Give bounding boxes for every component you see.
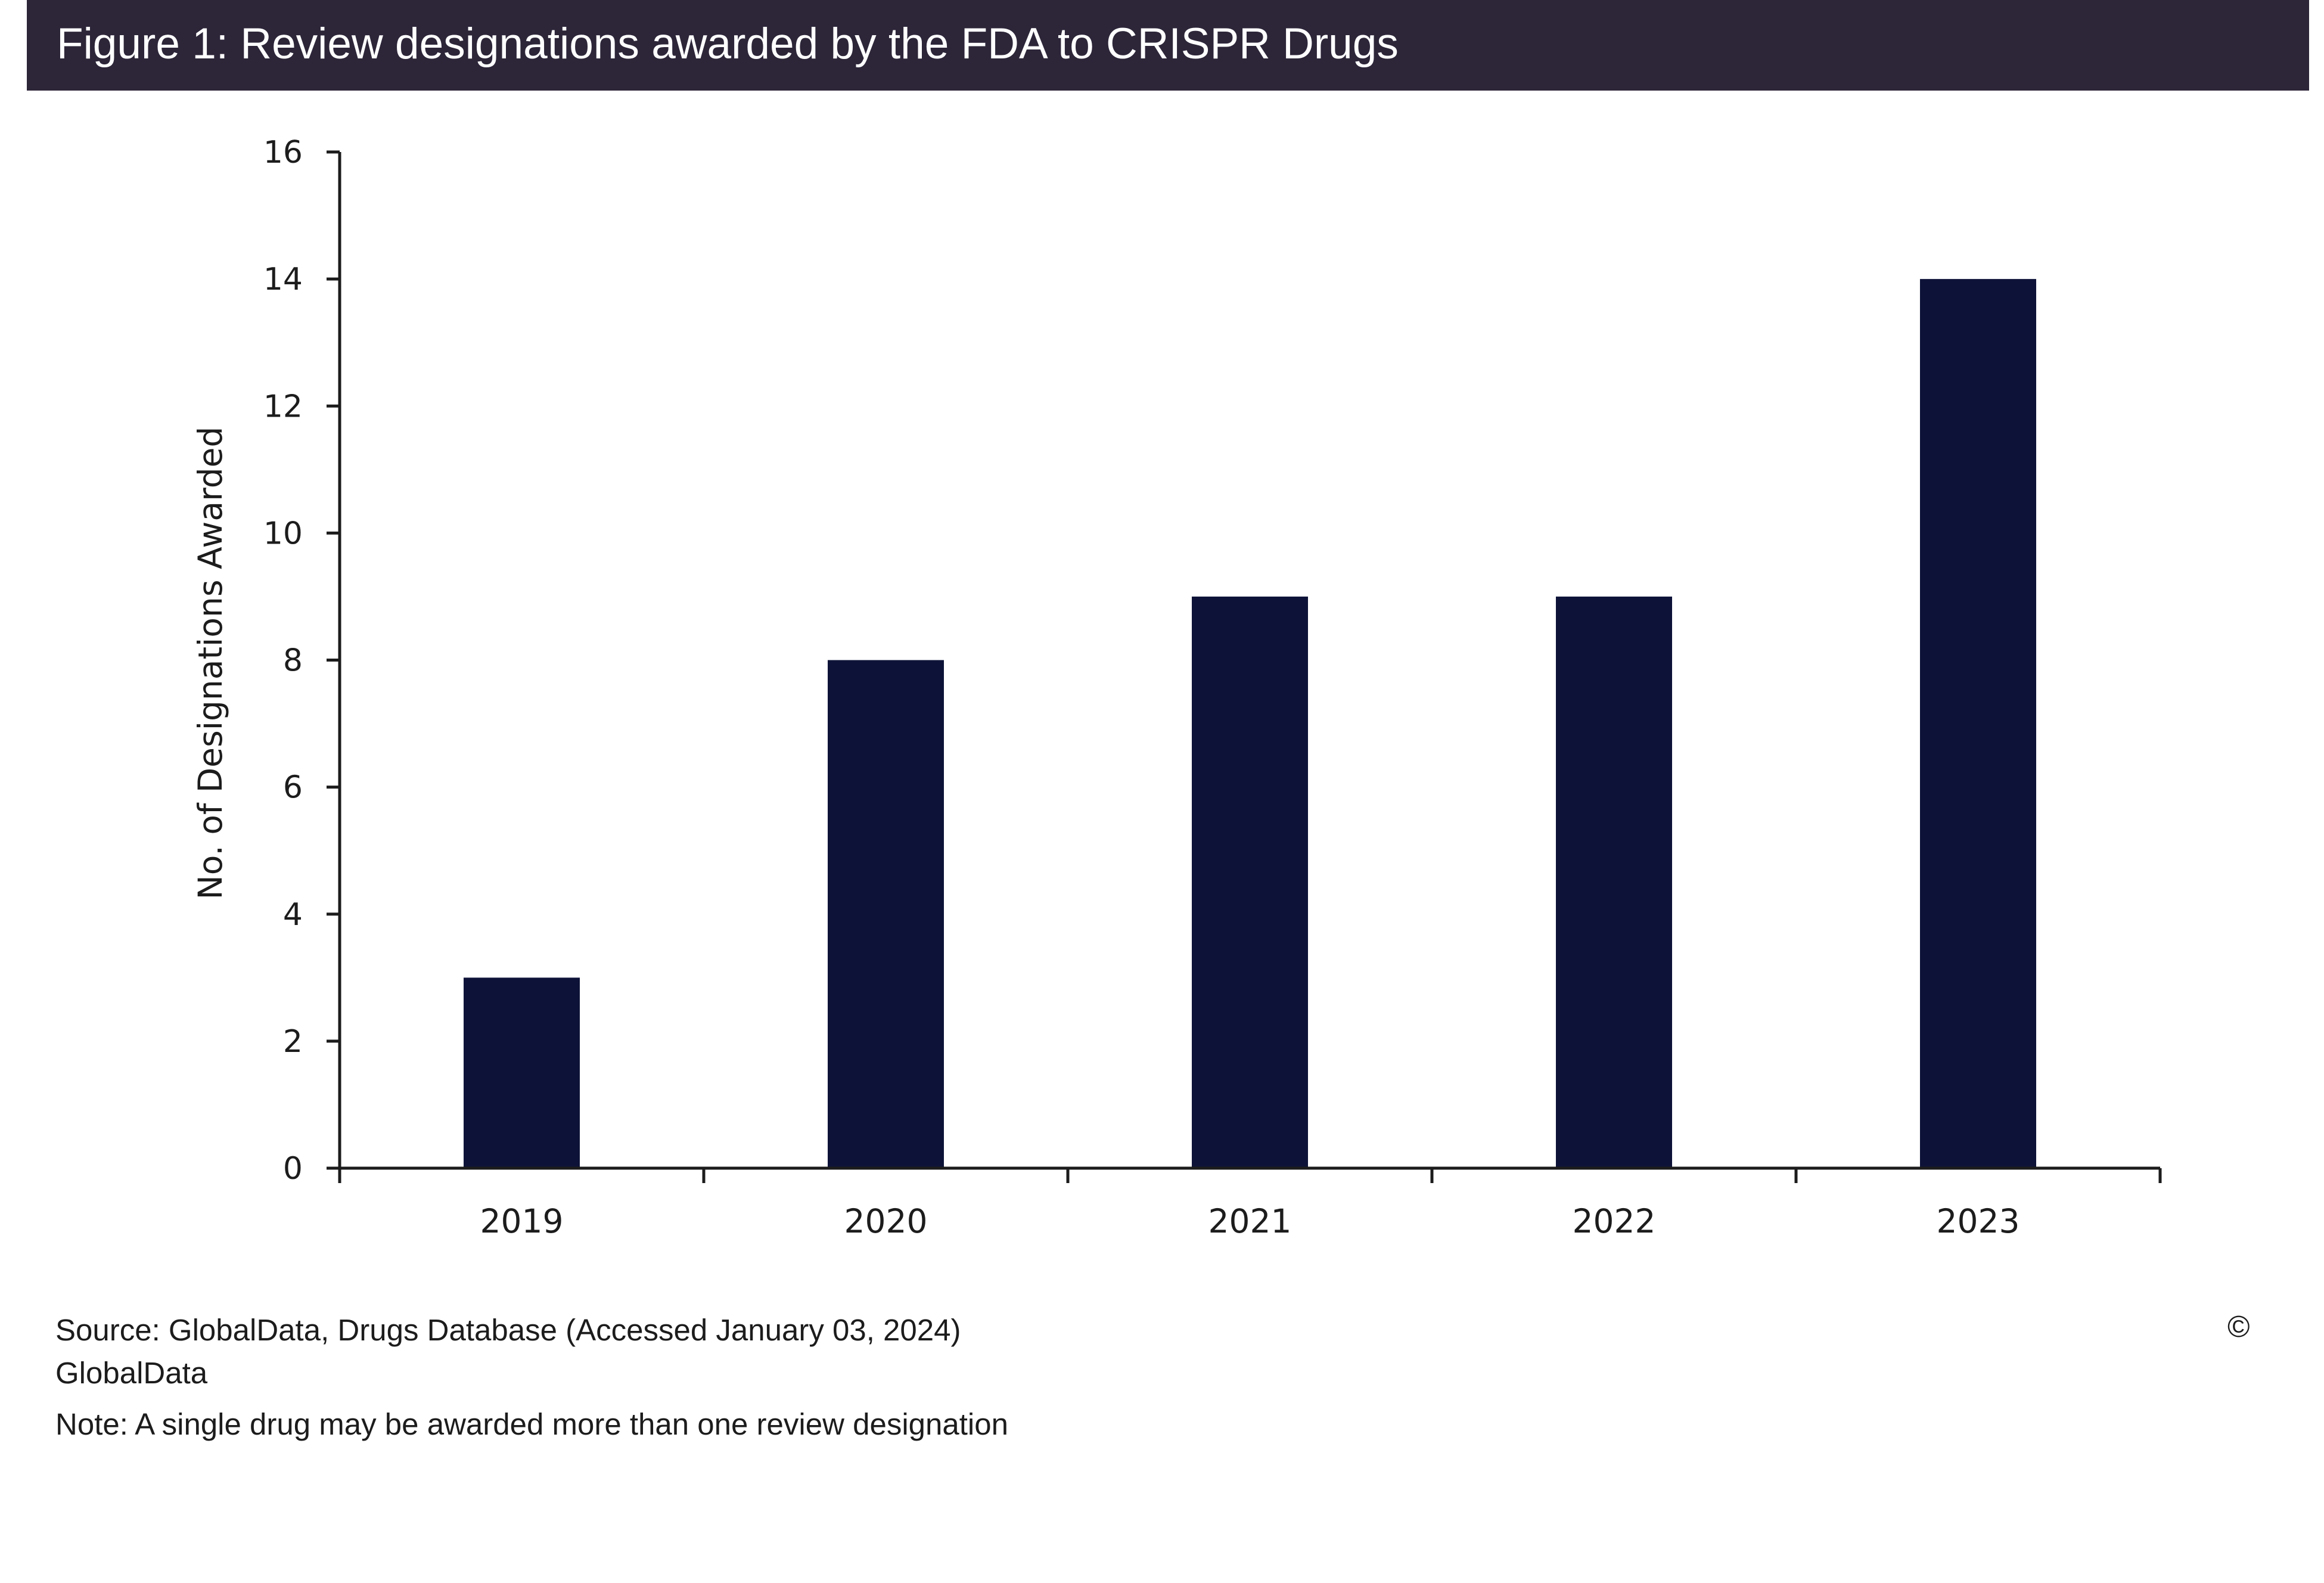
source-text: Source: GlobalData, Drugs Database (Acce… (55, 1313, 961, 1390)
y-tick-label: 12 (263, 389, 303, 424)
y-tick-label: 6 (283, 770, 303, 806)
title-bar: Figure 1: Review designations awarded by… (27, 0, 2309, 91)
y-tick-label: 10 (263, 516, 303, 551)
bar-2022 (1556, 596, 1672, 1168)
note-text: Note: A single drug may be awarded more … (55, 1407, 1008, 1441)
y-axis-label: No. of Designations Awarded (191, 427, 229, 900)
y-tick-label: 8 (283, 643, 303, 679)
bar-2023 (1920, 279, 2036, 1168)
y-tick-label: 14 (263, 262, 303, 297)
bar-2019 (464, 977, 580, 1168)
y-tick-label: 16 (263, 135, 303, 170)
x-tick-label: 2021 (1208, 1202, 1292, 1240)
bar-2020 (828, 660, 944, 1168)
copyright-mark: © (2227, 1309, 2250, 1343)
x-tick-label: 2020 (844, 1202, 928, 1240)
x-tick-label: 2019 (480, 1202, 564, 1240)
y-tick-label: 2 (283, 1024, 303, 1060)
y-tick-label: 4 (283, 897, 303, 933)
x-tick-label: 2022 (1573, 1202, 1656, 1240)
bar-chart: 0 2 4 6 8 10 12 14 16 2019 2020 2021 2022 2023 No. of … (191, 135, 2162, 1240)
bar-2021 (1192, 596, 1308, 1168)
plot-area: 0 2 4 6 8 10 12 14 16 2019 2020 2021 2022 2023 No. of … (191, 135, 2162, 1240)
page-title: Figure 1: Review designations awarded by… (57, 20, 1399, 68)
x-tick-label: 2023 (1937, 1202, 2020, 1240)
y-tick-label: 0 (283, 1151, 303, 1187)
